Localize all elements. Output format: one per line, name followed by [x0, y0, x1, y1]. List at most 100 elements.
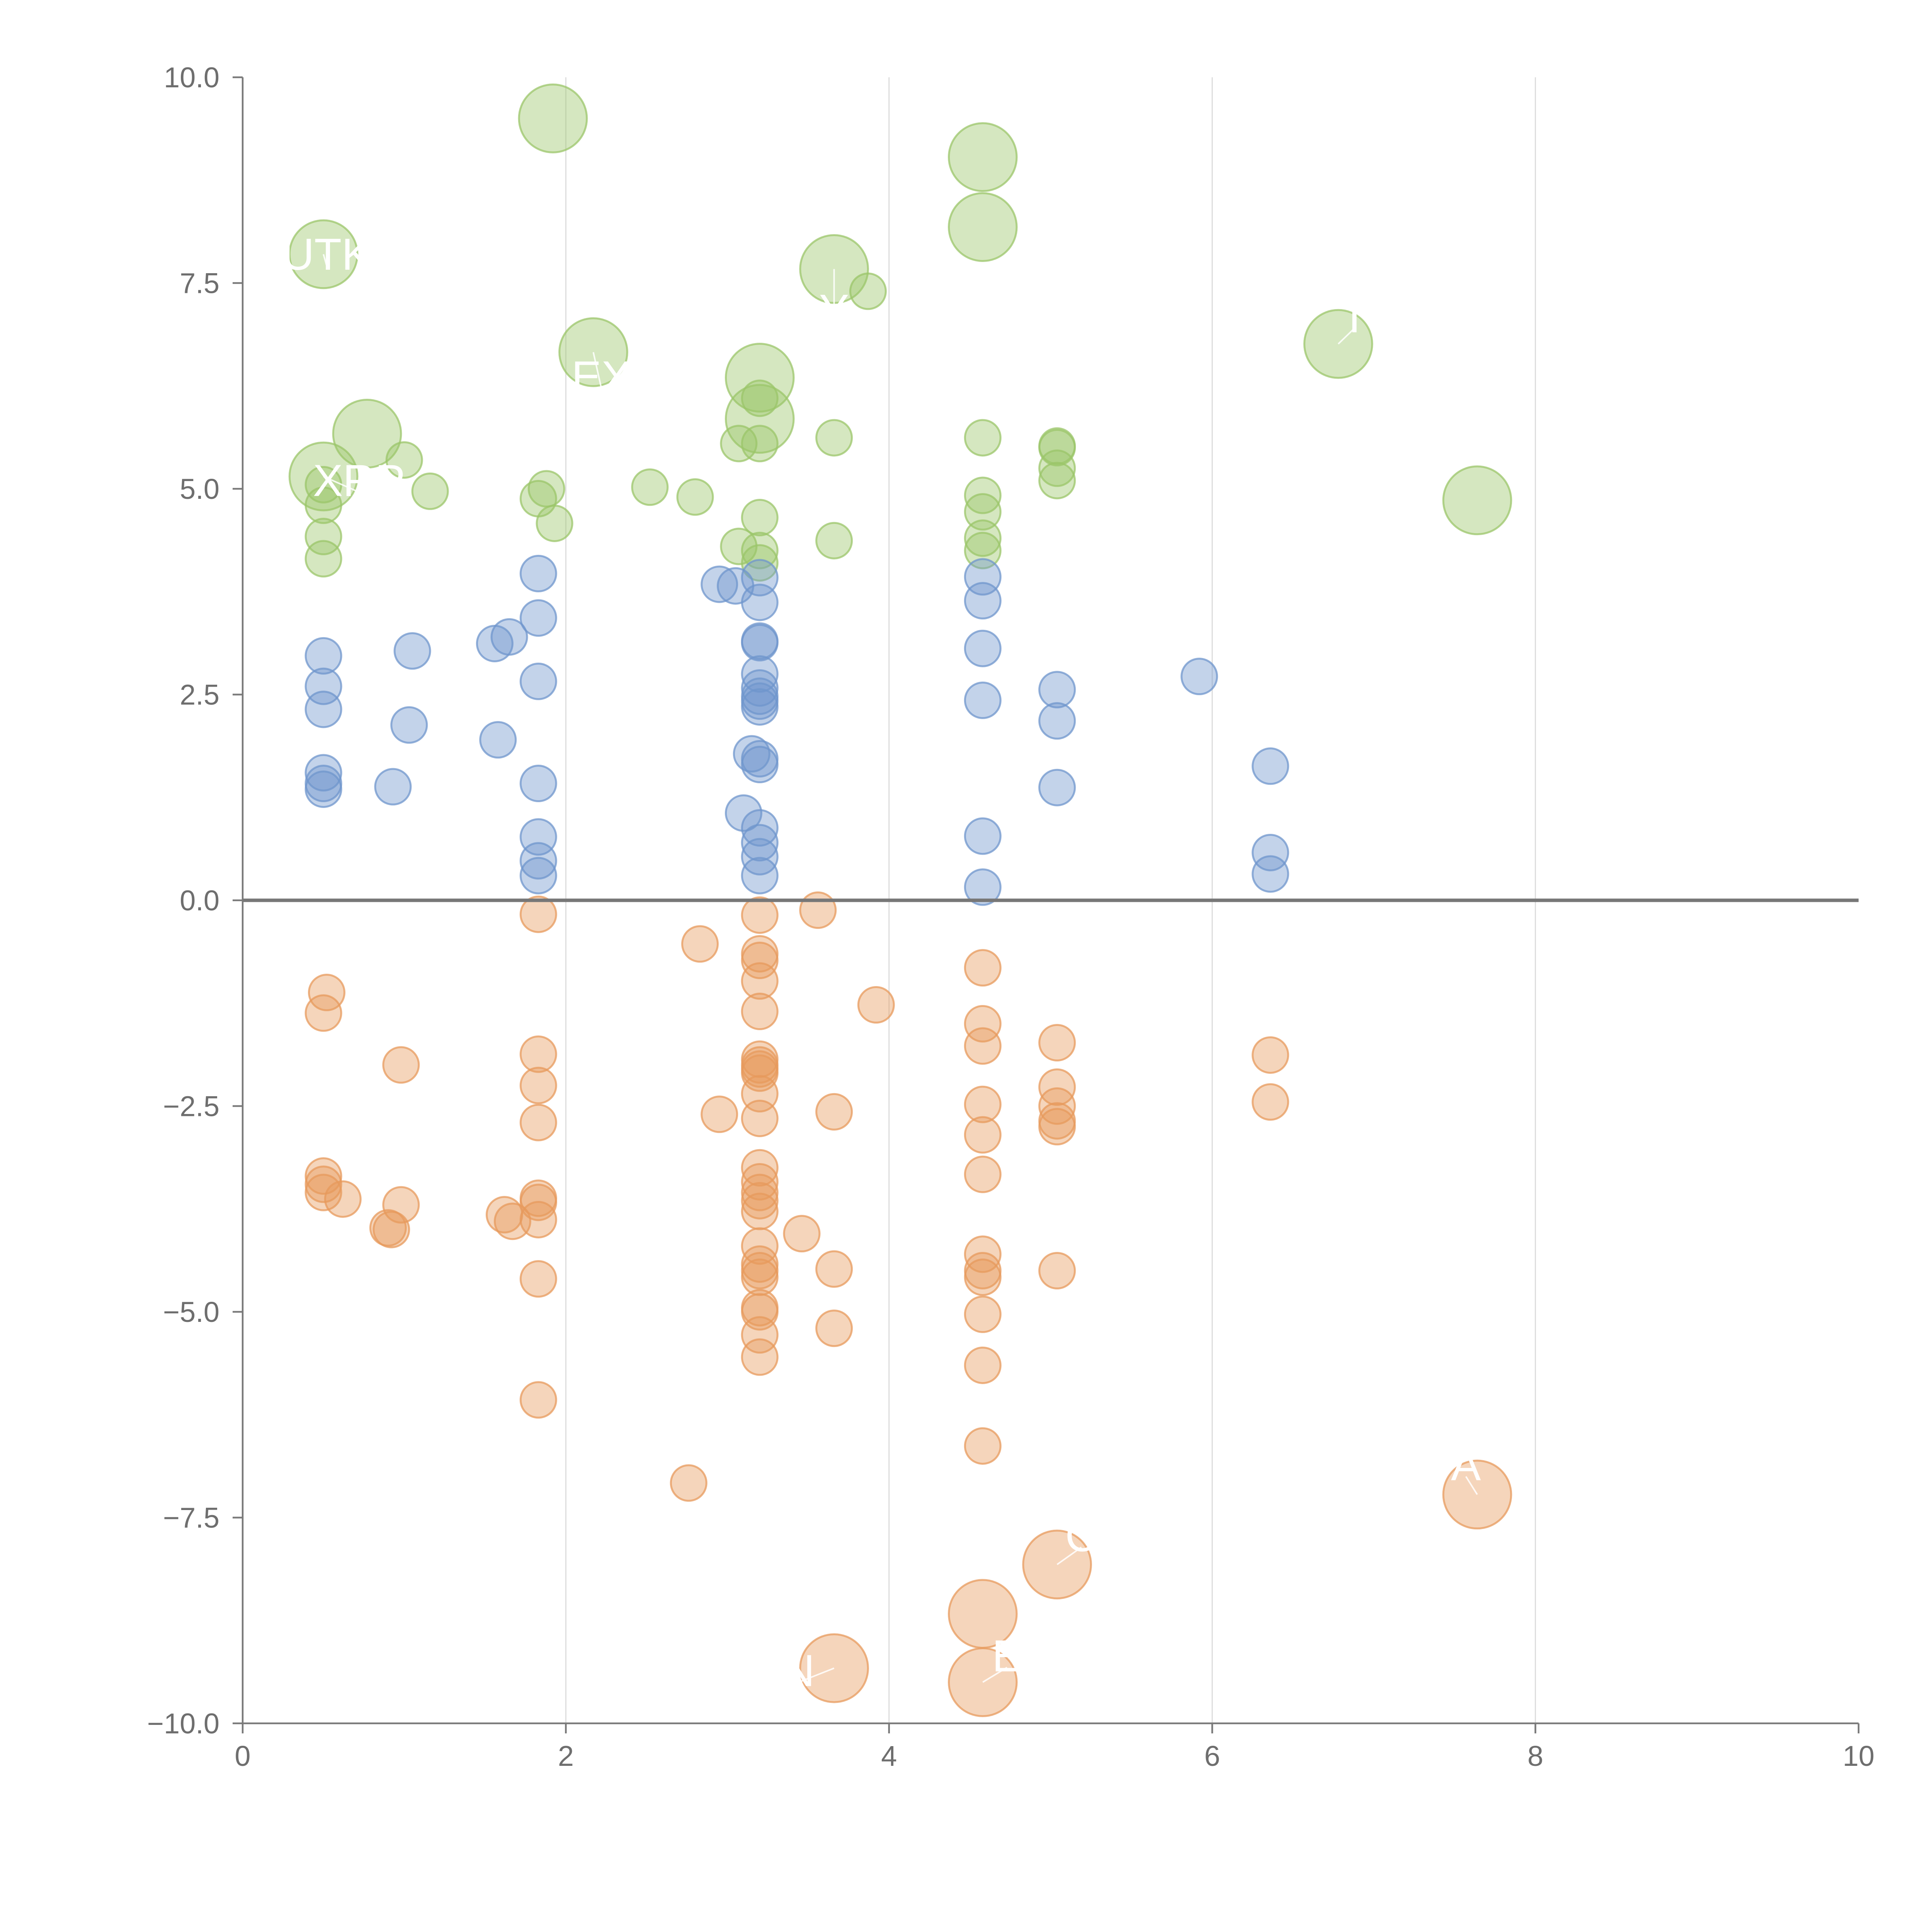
- orange-data-point: [741, 1099, 779, 1137]
- blue-data-point: [490, 618, 528, 656]
- green-data-point: [631, 468, 669, 506]
- x-tick-label: 2: [558, 1740, 574, 1772]
- callout-leader-line: [798, 1667, 835, 1683]
- orange-data-point: [964, 1235, 1002, 1273]
- callout-leader-line: [1465, 1476, 1478, 1495]
- orange-data-point: [304, 994, 342, 1032]
- orange-data-point: [964, 1155, 1002, 1193]
- callout-leader-line: [982, 1667, 1008, 1683]
- orange-data-point: [324, 1180, 362, 1218]
- orange-data-point: [519, 895, 557, 933]
- orange-data-point: [369, 1209, 407, 1247]
- blue-data-point: [479, 721, 517, 759]
- orange-data-point: [741, 941, 779, 979]
- callout-label: Y: [819, 285, 849, 335]
- orange-data-point: [372, 1211, 410, 1248]
- orange-data-point: [741, 1338, 779, 1376]
- x-tick-label: 4: [881, 1740, 897, 1772]
- orange-data-point: [681, 925, 719, 963]
- blue-data-point: [304, 637, 342, 675]
- y-tick-label: 2.5: [180, 679, 219, 711]
- blue-data-point: [741, 857, 779, 895]
- orange-data-point: [701, 1095, 738, 1133]
- green-data-point: [676, 478, 714, 516]
- callout-label: XRP: [313, 456, 405, 506]
- blue-data-point: [741, 622, 779, 660]
- orange-data-point: [964, 1116, 1002, 1154]
- orange-data-point: [519, 1066, 557, 1104]
- orange-data-point: [670, 1464, 707, 1502]
- blue-data-point: [519, 857, 557, 895]
- orange-data-point: [1038, 1087, 1076, 1125]
- blue-data-point: [741, 677, 779, 715]
- blue-data-point: [304, 667, 342, 705]
- green-data-point: [741, 499, 779, 537]
- green-data-point: [815, 419, 853, 457]
- orange-data-point: [964, 1427, 1002, 1465]
- blue-data-point: [964, 629, 1002, 667]
- x-tick-label: 8: [1527, 1740, 1543, 1772]
- orange-data-point: [519, 1201, 557, 1238]
- orange-data-point: [964, 1027, 1002, 1065]
- y-tick-label: −10.0: [147, 1708, 219, 1740]
- green-data-point: [964, 532, 1002, 570]
- orange-data-point: [741, 1182, 779, 1219]
- callout-leader-line: [1056, 1546, 1082, 1565]
- green-data-point: [1442, 465, 1512, 536]
- blue-data-point: [724, 794, 762, 832]
- green-data-point: [815, 522, 853, 560]
- green-data-point: [332, 398, 402, 469]
- green-data-point: [964, 476, 1002, 514]
- blue-data-point: [1252, 833, 1289, 871]
- orange-data-point: [741, 1259, 779, 1296]
- callout-leader-line: [323, 476, 359, 493]
- orange-data-point: [964, 1295, 1002, 1333]
- callout-label: EX: [571, 352, 631, 402]
- orange-data-point: [964, 1346, 1002, 1384]
- green-data-point: [724, 384, 795, 454]
- y-tick-label: −5.0: [163, 1296, 219, 1328]
- orange-data-point: [815, 1310, 853, 1347]
- orange-data-point: [519, 1260, 557, 1298]
- callout-label: E: [992, 1631, 1022, 1681]
- orange-data-point: [519, 1381, 557, 1419]
- orange-data-point: [741, 896, 779, 934]
- orange-data-point: [741, 993, 779, 1031]
- y-tick-label: −7.5: [163, 1502, 219, 1534]
- blue-data-point: [964, 817, 1002, 855]
- green-data-point: [411, 472, 449, 510]
- green-data-point: [518, 83, 588, 153]
- orange-data-point: [741, 962, 779, 1000]
- y-tick-label: 5.0: [180, 473, 219, 505]
- y-tick-label: 10.0: [164, 61, 219, 94]
- blue-data-point: [741, 655, 779, 693]
- blue-data-point: [304, 765, 342, 803]
- orange-data-point: [1252, 1083, 1289, 1121]
- orange-data-point: [741, 1054, 779, 1092]
- blue-data-point: [1038, 769, 1076, 806]
- blue-data-point: [519, 599, 557, 637]
- blue-data-point: [1038, 702, 1076, 740]
- blue-data-point: [741, 838, 779, 876]
- orange-data-point: [382, 1046, 420, 1084]
- orange-data-point: [1038, 1252, 1076, 1290]
- orange-data-point: [741, 1293, 779, 1331]
- green-data-point: [964, 493, 1002, 531]
- green-data-point: [1038, 449, 1076, 487]
- callout-labels: UTK XRP EX Y I A C N E: [282, 229, 1481, 1696]
- y-tick-label: −2.5: [163, 1090, 219, 1122]
- data-points: [288, 83, 1512, 1717]
- blue-data-point: [304, 690, 342, 728]
- blue-data-point: [741, 809, 779, 847]
- orange-data-point: [783, 1215, 821, 1253]
- green-data-point: [1038, 462, 1076, 500]
- blue-data-point: [741, 740, 779, 778]
- green-data-point: [741, 379, 779, 417]
- axes: 0 2 4 6 8 10 10.0 7.5 5.0 2.5 0.0 −2.5 −5.0 −7.5 −10.0: [147, 61, 1874, 1772]
- blue-data-point: [964, 681, 1002, 719]
- blue-data-point: [1038, 671, 1076, 709]
- green-data-point: [1038, 427, 1076, 465]
- orange-data-point: [1038, 1068, 1076, 1106]
- blue-data-point: [304, 754, 342, 792]
